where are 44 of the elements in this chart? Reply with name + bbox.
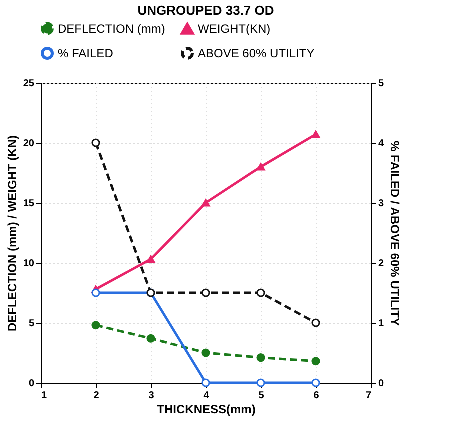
point bbox=[256, 378, 266, 388]
point bbox=[256, 354, 266, 362]
point bbox=[256, 163, 266, 171]
y2-tick-label: 2 bbox=[378, 258, 384, 270]
x-tick-label: 2 bbox=[94, 390, 100, 402]
point bbox=[312, 357, 320, 366]
legend-label: WEIGHT(KN) bbox=[198, 22, 271, 36]
y-axis-title: DEFLECTION (mm) / WEIGHT (KN) bbox=[5, 136, 20, 332]
y-tick-label: 15 bbox=[23, 198, 35, 210]
y2-tick-label: 3 bbox=[378, 198, 384, 210]
legend-label: DEFLECTION (mm) bbox=[58, 22, 166, 36]
legend-label: ABOVE 60% UTILITY bbox=[198, 46, 315, 60]
y-tick-label: 0 bbox=[28, 378, 35, 390]
point bbox=[202, 348, 210, 358]
y2-tick-label: 5 bbox=[378, 78, 384, 90]
point bbox=[256, 288, 266, 298]
point bbox=[146, 334, 156, 343]
x-tick-label: 7 bbox=[366, 390, 372, 402]
x-tick-label: 6 bbox=[314, 390, 320, 402]
x-tick-label: 4 bbox=[204, 390, 210, 402]
y2-tick-label: 4 bbox=[378, 138, 384, 150]
y-tick-label: 5 bbox=[28, 318, 35, 330]
x-tick-label: 1 bbox=[42, 390, 48, 402]
chart-title: UNGROUPED 33.7 OD bbox=[138, 3, 274, 18]
x-tick-label: 3 bbox=[148, 390, 155, 402]
point bbox=[202, 199, 210, 207]
legend-label: % FAILED bbox=[58, 46, 114, 60]
point bbox=[92, 321, 100, 330]
x-tick-label: 5 bbox=[258, 390, 265, 402]
point bbox=[202, 288, 210, 298]
y2-tick-label: 1 bbox=[378, 318, 384, 330]
point bbox=[202, 378, 210, 388]
point bbox=[92, 288, 100, 298]
point bbox=[146, 256, 156, 264]
x-axis-title: THICKNESS(mm) bbox=[157, 402, 256, 416]
y-tick-label: 20 bbox=[23, 138, 35, 150]
point bbox=[312, 378, 320, 388]
point bbox=[312, 130, 320, 138]
point bbox=[312, 318, 320, 328]
y-tick-label: 25 bbox=[23, 78, 35, 90]
y-tick-label: 10 bbox=[23, 258, 35, 270]
point bbox=[92, 138, 100, 148]
y2-axis-title: % FAILED / ABOVE 60% UTILITY bbox=[388, 141, 402, 326]
y2-tick-label: 0 bbox=[378, 378, 384, 390]
